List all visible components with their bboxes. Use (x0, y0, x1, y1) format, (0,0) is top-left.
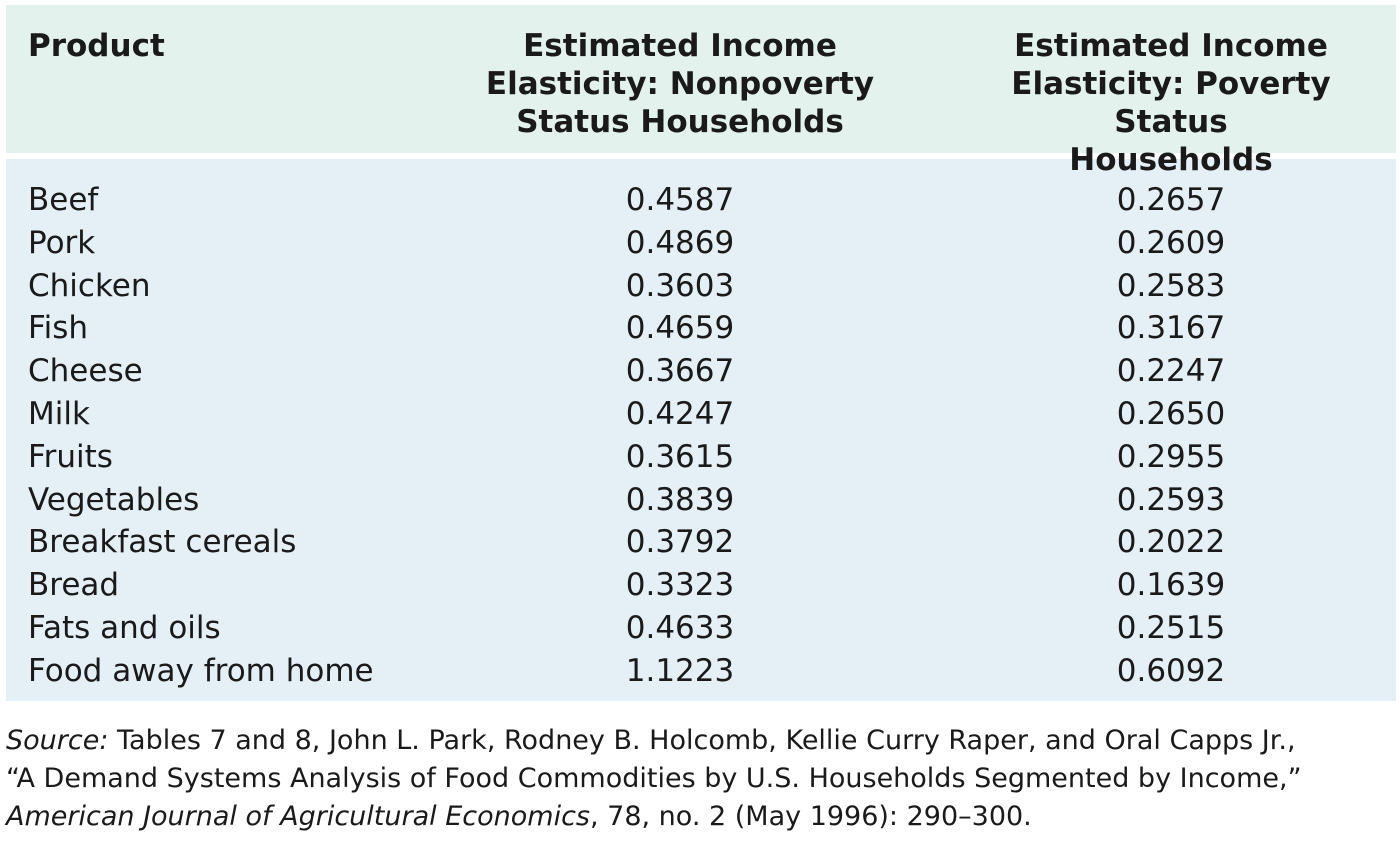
poverty-cell: 0.2247 (1116, 353, 1226, 390)
header-product: Product (28, 28, 165, 64)
nonpoverty-cell: 0.4587 (625, 182, 735, 218)
product-cell: Beef (28, 182, 99, 218)
table-row: Cheese 0.3667 0.2247 (6, 350, 1396, 393)
poverty-cell: 0.1639 (1116, 567, 1226, 604)
table-row: Food away from home 1.1223 0.6092 (6, 650, 1396, 693)
poverty-cell: 0.2022 (1116, 524, 1226, 561)
product-cell: Breakfast cereals (28, 524, 297, 561)
nonpoverty-cell: 0.3667 (625, 353, 735, 390)
product-cell: Bread (28, 567, 120, 604)
table-row: Fats and oils 0.4633 0.2515 (6, 607, 1396, 650)
source-label: Source: (6, 725, 109, 756)
table-row: Pork 0.4869 0.2609 (6, 222, 1396, 265)
table-row: Fish 0.4659 0.3167 (6, 307, 1396, 350)
poverty-cell: 0.2657 (1116, 182, 1226, 218)
nonpoverty-cell: 0.4247 (625, 395, 735, 432)
table-row: Chicken 0.3603 0.2583 (6, 265, 1396, 308)
nonpoverty-cell: 1.1223 (625, 652, 735, 689)
table-row: Bread 0.3323 0.1639 (6, 564, 1396, 607)
nonpoverty-cell: 0.4869 (625, 224, 735, 261)
product-cell: Pork (28, 224, 96, 261)
poverty-cell: 0.2609 (1116, 224, 1226, 261)
nonpoverty-cell: 0.3792 (625, 524, 735, 561)
nonpoverty-cell: 0.4659 (625, 310, 735, 347)
product-cell: Vegetables (28, 481, 200, 518)
poverty-cell: 0.2515 (1116, 609, 1226, 646)
header-nonpoverty: Estimated Income Elasticity: Nonpoverty … (485, 27, 875, 141)
table-row: Breakfast cereals 0.3792 0.2022 (6, 521, 1396, 564)
product-cell: Cheese (28, 353, 143, 390)
header-nonpoverty-line: Elasticity: Nonpoverty (485, 66, 875, 102)
source-text: Tables 7 and 8, John L. Park, Rodney B. … (108, 725, 1296, 756)
table-row: Fruits 0.3615 0.2955 (6, 436, 1396, 479)
header-poverty-line: Households (1069, 142, 1273, 178)
poverty-cell: 0.6092 (1116, 652, 1226, 689)
nonpoverty-cell: 0.3323 (625, 567, 735, 604)
poverty-cell: 0.2650 (1116, 395, 1226, 432)
source-journal: American Journal of Agricultural Economi… (6, 801, 590, 832)
poverty-cell: 0.2955 (1116, 438, 1226, 475)
header-nonpoverty-line: Estimated Income (523, 28, 837, 64)
product-cell: Fish (28, 310, 88, 347)
poverty-cell: 0.2583 (1116, 267, 1226, 304)
header-divider (6, 153, 1396, 159)
table-body: Beef 0.4587 0.2657 Pork 0.4869 0.2609 Chicken 0… (6, 159, 1396, 701)
product-cell: Fats and oils (28, 609, 221, 646)
header-nonpoverty-line: Status Households (516, 104, 844, 140)
poverty-cell: 0.3167 (1116, 310, 1226, 347)
nonpoverty-cell: 0.3615 (625, 438, 735, 475)
product-cell: Food away from home (28, 652, 374, 689)
product-cell: Fruits (28, 438, 113, 475)
product-cell: Chicken (28, 267, 151, 304)
source-note: Source: Tables 7 and 8, John L. Park, Ro… (6, 722, 1396, 836)
source-line-2: “A Demand Systems Analysis of Food Commo… (6, 763, 1302, 794)
nonpoverty-cell: 0.4633 (625, 609, 735, 646)
nonpoverty-cell: 0.3603 (625, 267, 735, 304)
table-row: Milk 0.4247 0.2650 (6, 393, 1396, 436)
source-citation: , 78, no. 2 (May 1996): 290–300. (589, 801, 1032, 832)
table-row: Beef 0.4587 0.2657 (6, 179, 1396, 222)
header-poverty-line: Estimated Income (1014, 28, 1328, 64)
source-line-3: American Journal of Agricultural Economi… (6, 798, 1396, 836)
elasticity-table: Product Estimated Income Elasticity: Non… (6, 5, 1396, 701)
poverty-cell: 0.2593 (1116, 481, 1226, 518)
table-header: Product Estimated Income Elasticity: Non… (6, 5, 1396, 178)
product-cell: Milk (28, 395, 90, 432)
source-line-1: Source: Tables 7 and 8, John L. Park, Ro… (6, 722, 1396, 760)
table-row: Vegetables 0.3839 0.2593 (6, 479, 1396, 522)
header-poverty: Estimated Income Elasticity: Poverty Sta… (966, 27, 1376, 179)
header-poverty-line: Elasticity: Poverty Status (1011, 66, 1331, 140)
nonpoverty-cell: 0.3839 (625, 481, 735, 518)
